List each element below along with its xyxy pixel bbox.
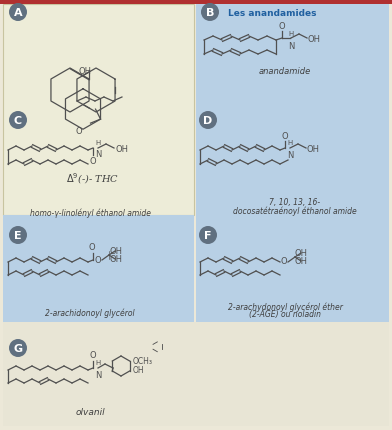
Text: olvanil: olvanil <box>75 408 105 417</box>
Text: O: O <box>90 157 96 166</box>
Bar <box>3 5 194 215</box>
Text: OH: OH <box>133 366 145 375</box>
Text: O: O <box>281 257 287 266</box>
Text: OH: OH <box>115 144 128 153</box>
Text: OH: OH <box>109 247 122 256</box>
Text: H: H <box>95 140 101 146</box>
Circle shape <box>9 227 27 244</box>
Text: D: D <box>203 116 212 126</box>
Text: O: O <box>282 132 288 141</box>
Text: N: N <box>287 150 293 160</box>
Text: N: N <box>95 370 101 379</box>
Text: H: H <box>287 140 292 146</box>
Circle shape <box>9 112 27 130</box>
Text: OH: OH <box>307 144 320 153</box>
Text: 2-arachydonoyl glycérol éther: 2-arachydonoyl glycérol éther <box>228 301 343 311</box>
Circle shape <box>9 4 27 22</box>
Text: OH: OH <box>295 257 308 266</box>
Text: N: N <box>95 150 101 159</box>
Text: (2-AGE) ou noladin: (2-AGE) ou noladin <box>249 310 321 319</box>
Text: 2-arachidonoyl glycérol: 2-arachidonoyl glycérol <box>45 307 135 317</box>
Text: N: N <box>288 42 294 51</box>
Circle shape <box>199 112 217 130</box>
Text: B: B <box>206 8 214 18</box>
Text: H: H <box>289 31 294 37</box>
Text: OCH₃: OCH₃ <box>133 356 153 366</box>
Text: O: O <box>90 351 96 359</box>
Text: E: E <box>14 230 22 240</box>
Circle shape <box>9 339 27 357</box>
Text: F: F <box>204 230 212 240</box>
Text: docosatétraénoyl éthanol amide: docosatétraénoyl éthanol amide <box>233 206 357 215</box>
Text: O: O <box>95 255 101 264</box>
Text: A: A <box>14 8 22 18</box>
Text: OH: OH <box>308 34 321 43</box>
Text: anandamide: anandamide <box>259 66 311 75</box>
Text: O: O <box>89 243 95 252</box>
Text: O: O <box>76 126 82 135</box>
Text: G: G <box>13 343 23 353</box>
Bar <box>196 5 389 322</box>
Circle shape <box>199 227 217 244</box>
Text: OH: OH <box>79 67 92 76</box>
Text: C: C <box>14 116 22 126</box>
Bar <box>3 215 194 322</box>
Text: OH: OH <box>295 249 308 258</box>
Text: O: O <box>279 22 285 31</box>
Text: 7, 10, 13, 16-: 7, 10, 13, 16- <box>269 198 321 207</box>
Text: OH: OH <box>109 255 122 264</box>
Bar <box>3 322 389 426</box>
Text: Les anandamides: Les anandamides <box>228 9 316 18</box>
Bar <box>0 0 392 5</box>
Text: $\Delta^9$(-)- THC: $\Delta^9$(-)- THC <box>65 171 118 186</box>
Circle shape <box>201 4 219 22</box>
Text: H: H <box>95 359 101 365</box>
Text: homo-γ-linolényl éthanol amide: homo-γ-linolényl éthanol amide <box>29 208 151 217</box>
